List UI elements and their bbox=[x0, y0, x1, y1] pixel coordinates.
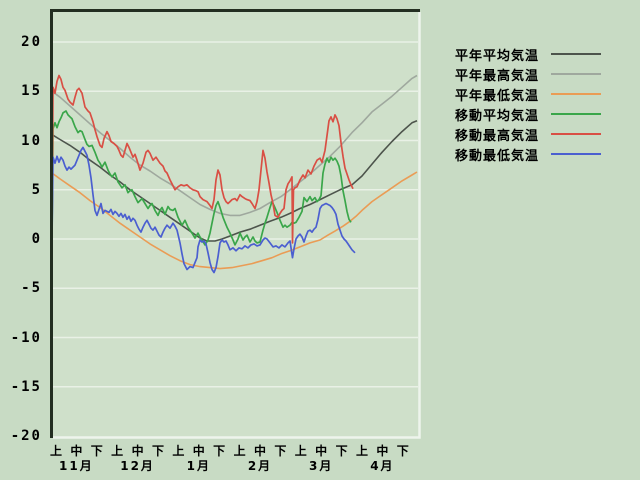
x-tick-label-3-上: 上 bbox=[111, 444, 124, 458]
y-tick-label-5: 5 bbox=[31, 181, 42, 198]
x-tick-label-2-下: 下 bbox=[90, 444, 103, 458]
legend-line-swatch-normal_avg bbox=[551, 53, 601, 55]
series-line-move_min bbox=[51, 146, 356, 274]
x-tick-label-8-下: 下 bbox=[213, 444, 226, 458]
gridlines bbox=[53, 41, 418, 388]
y-tick-label-15: 15 bbox=[21, 83, 42, 100]
y-tick-label-0: 0 bbox=[31, 231, 42, 247]
legend-label-normal_avg: 平年平均気温 bbox=[455, 49, 540, 64]
plot-area bbox=[53, 12, 419, 437]
legend-item-move_min: 移動最低気温 bbox=[455, 144, 601, 164]
legend-line-swatch-move_max bbox=[551, 133, 601, 135]
x-tick-label-15-上: 上 bbox=[355, 444, 368, 458]
x-tick-label-10-中: 中 bbox=[253, 444, 266, 458]
month-label-2月: 2月 bbox=[247, 459, 273, 473]
x-tick-label-14-下: 下 bbox=[335, 444, 348, 458]
month-label-12月: 12月 bbox=[120, 459, 155, 473]
x-tick-label-0-上: 上 bbox=[49, 444, 62, 458]
legend-label-normal_min: 平年最低気温 bbox=[455, 89, 540, 104]
series-line-move_max bbox=[51, 74, 354, 244]
series-line-move_avg bbox=[51, 110, 352, 246]
legend-line-swatch-move_avg bbox=[551, 113, 601, 115]
legend-label-move_avg: 移動平均気温 bbox=[455, 109, 540, 124]
x-tick-label-13-中: 中 bbox=[315, 444, 328, 458]
month-label-3月: 3月 bbox=[309, 459, 334, 473]
series-line-normal_min bbox=[51, 171, 418, 270]
plot-border-top-left bbox=[50, 9, 420, 438]
legend-item-normal_avg: 平年平均気温 bbox=[455, 44, 601, 64]
x-tick-label-1-中: 中 bbox=[70, 444, 83, 458]
legend-item-move_avg: 移動平均気温 bbox=[455, 104, 601, 124]
series-lines bbox=[51, 74, 418, 274]
legend-line-swatch-move_min bbox=[551, 153, 601, 155]
series-line-normal_avg bbox=[51, 120, 418, 242]
legend-item-normal_max: 平年最高気温 bbox=[455, 64, 601, 84]
y-tick-label-20: 20 bbox=[21, 34, 42, 50]
x-tick-label-7-中: 中 bbox=[192, 444, 205, 458]
x-tick-label-4-中: 中 bbox=[131, 444, 144, 458]
x-tick-label-6-上: 上 bbox=[172, 444, 185, 458]
x-tick-label-11-下: 下 bbox=[274, 444, 287, 458]
x-tick-label-5-下: 下 bbox=[151, 444, 164, 458]
x-tick-label-16-中: 中 bbox=[376, 444, 389, 458]
x-tick-label-9-上: 上 bbox=[233, 444, 246, 458]
legend-label-move_max: 移動最高気温 bbox=[455, 129, 540, 144]
y-tick-label--20: -20 bbox=[10, 428, 42, 444]
x-tick-label-17-下: 下 bbox=[396, 444, 409, 458]
legend-item-normal_min: 平年最低気温 bbox=[455, 84, 601, 104]
legend-line-swatch-normal_max bbox=[551, 73, 601, 75]
legend-label-normal_max: 平年最高気温 bbox=[455, 69, 540, 84]
month-label-1月: 1月 bbox=[186, 459, 211, 473]
x-tick-label-12-上: 上 bbox=[294, 444, 307, 458]
y-tick-label--5: -5 bbox=[21, 280, 42, 297]
legend-label-move_min: 移動最低気温 bbox=[455, 149, 540, 164]
month-label-4月: 4月 bbox=[370, 459, 395, 473]
y-tick-label-10: 10 bbox=[21, 132, 42, 149]
month-label-11月: 11月 bbox=[59, 459, 94, 473]
legend-item-move_max: 移動最高気温 bbox=[455, 124, 601, 144]
legend-line-swatch-normal_min bbox=[551, 93, 601, 95]
y-tick-label--15: -15 bbox=[10, 378, 42, 395]
y-tick-label--10: -10 bbox=[10, 329, 42, 346]
plot-border-bottom-right bbox=[53, 12, 421, 439]
